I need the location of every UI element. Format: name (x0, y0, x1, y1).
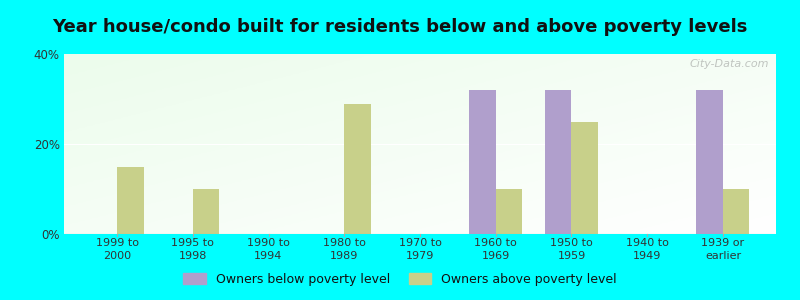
Text: Year house/condo built for residents below and above poverty levels: Year house/condo built for residents bel… (52, 18, 748, 36)
Bar (470, 90, 496, 234)
Bar (697, 90, 723, 234)
Bar (193, 189, 219, 234)
Bar (496, 189, 522, 234)
Bar (344, 103, 370, 234)
Legend: Owners below poverty level, Owners above poverty level: Owners below poverty level, Owners above… (178, 268, 622, 291)
Bar (545, 90, 571, 234)
Bar (117, 167, 143, 234)
Bar (571, 122, 598, 234)
Text: City-Data.com: City-Data.com (690, 59, 769, 69)
Bar (723, 189, 750, 234)
